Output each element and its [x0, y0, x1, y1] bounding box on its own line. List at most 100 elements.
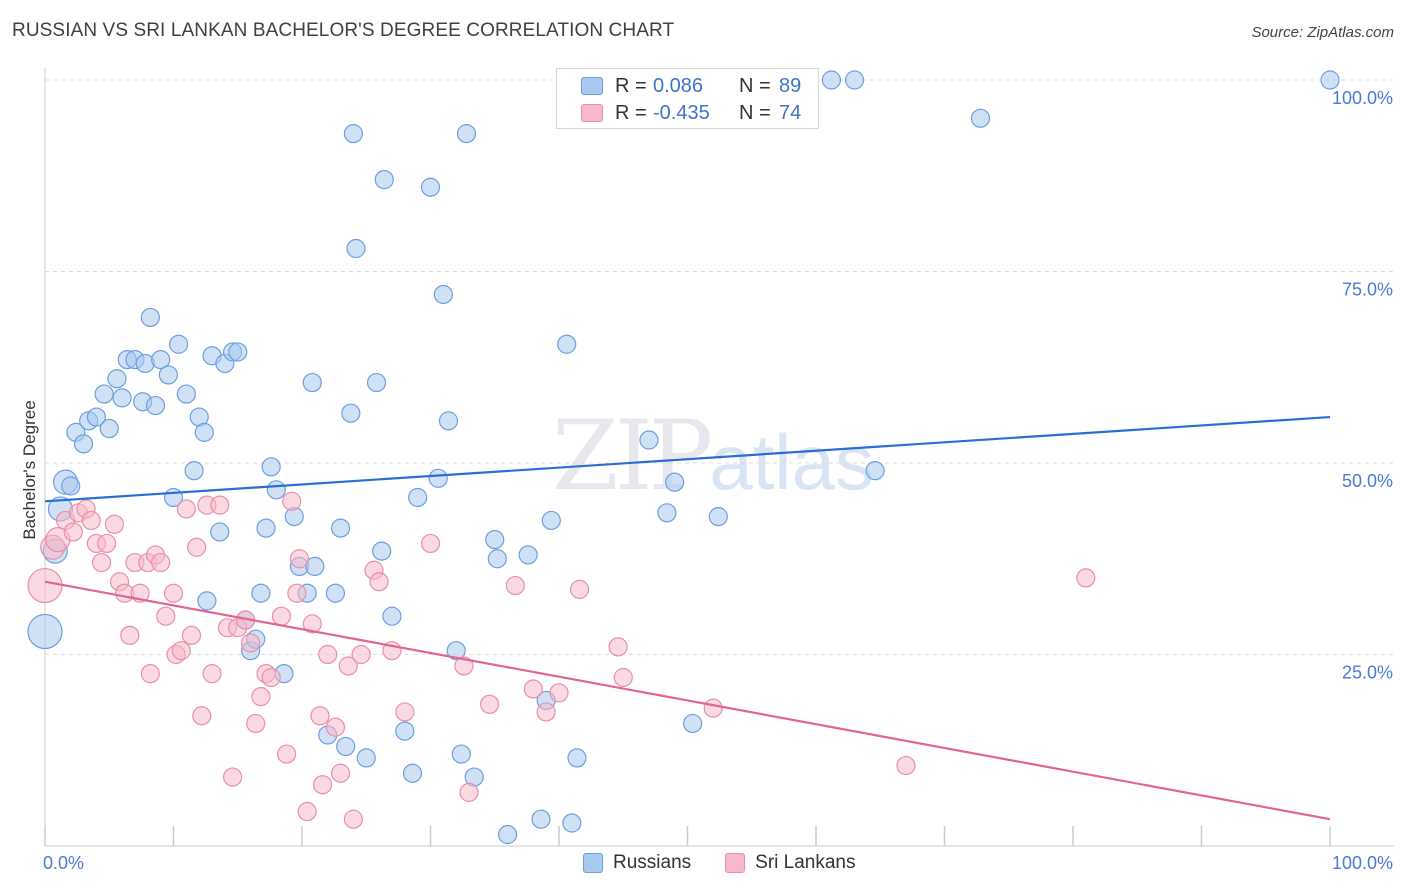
legend-label: Russians — [613, 852, 692, 873]
russian-point — [562, 813, 582, 833]
chart-title: RUSSIAN VS SRI LANKAN BACHELOR'S DEGREE … — [12, 20, 675, 41]
russian-point — [665, 472, 685, 492]
russian-point — [251, 583, 271, 603]
blue-swatch-icon — [581, 77, 603, 95]
russian-point — [305, 556, 325, 577]
sri-lankan-point — [27, 567, 63, 604]
russian-point — [194, 422, 214, 442]
sri-lankan-point — [289, 549, 310, 569]
n-value: 74 — [779, 101, 802, 124]
russian-point — [228, 342, 248, 362]
russian-trend-line — [44, 415, 1331, 503]
sri-lankan-point — [223, 767, 243, 787]
sri-lankan-point — [318, 644, 338, 665]
sri-lankan-point — [63, 522, 83, 542]
russian-point — [446, 641, 466, 661]
russian-point — [343, 124, 363, 144]
russian-point — [485, 529, 505, 550]
watermark-zip: ZIP — [552, 400, 713, 512]
sri-lankan-point — [613, 667, 633, 688]
russian-point — [107, 369, 127, 389]
russian-point — [498, 824, 518, 845]
russian-point — [266, 480, 286, 500]
russian-point — [487, 549, 507, 569]
sri-lankan-point — [338, 656, 358, 676]
sri-lankan-point — [351, 644, 371, 665]
trend-lines — [44, 415, 1331, 821]
sri-lankan-point — [163, 583, 184, 603]
y-tick-label: 25.0% — [1342, 663, 1393, 683]
r-label: R = — [615, 74, 647, 97]
grid-lines — [45, 79, 1394, 655]
sri-lankan-point — [480, 694, 500, 714]
sri-lankan-point — [91, 552, 112, 573]
sri-lankan-point — [896, 755, 916, 776]
russian-point — [420, 177, 441, 197]
n-label: N = — [739, 101, 771, 124]
russian-point — [336, 736, 356, 757]
series-legend: Russians Sri Lankans — [583, 852, 890, 874]
sri-lankan-point — [343, 809, 363, 829]
sri-lankan-point — [302, 614, 322, 634]
russian-point — [395, 721, 415, 741]
y-tick-label: 100.0% — [1332, 88, 1393, 108]
blue-swatch-icon — [583, 853, 603, 873]
sri-lankan-point — [569, 579, 590, 599]
sri-lankan-point — [140, 664, 160, 684]
russian-point — [61, 476, 81, 496]
sri-lankan-point — [459, 782, 479, 802]
russian-point — [541, 510, 561, 531]
russian-point — [865, 461, 885, 481]
sri-lankan-point — [171, 641, 191, 661]
sri-lankan-point — [287, 583, 307, 603]
n-value: 89 — [779, 74, 802, 97]
sri-lankan-trend-line — [44, 580, 1331, 821]
russian-point — [433, 284, 453, 305]
russian-point — [683, 713, 703, 734]
sri-lankan-point — [523, 679, 543, 699]
russian-point — [325, 583, 346, 603]
sri-lankan-point — [81, 510, 101, 531]
russian-point — [1320, 70, 1340, 90]
sri-lankan-point — [310, 706, 330, 726]
russian-point — [970, 108, 991, 128]
sri-lankan-point — [241, 633, 261, 653]
sri-lankan-point — [181, 625, 202, 645]
legend-item-russians: Russians — [583, 852, 691, 874]
sri-lankan-point — [246, 713, 266, 734]
sri-lankan-point — [104, 514, 124, 534]
y-tick-label: 75.0% — [1342, 280, 1393, 300]
russian-point — [169, 334, 189, 354]
sri-lankan-point — [1076, 568, 1096, 588]
sri-lankan-point — [151, 552, 171, 573]
russian-point — [261, 457, 281, 477]
x-tick-label: 100.0% — [1332, 853, 1393, 873]
russian-point — [557, 334, 577, 354]
legend-row-sri-lankans: R = -0.435 N = 74 — [557, 100, 801, 126]
russian-point — [151, 349, 171, 370]
sri-lankan-point — [536, 702, 556, 722]
n-label: N = — [739, 74, 771, 97]
legend-row-russians: R = 0.086 N = 89 — [557, 73, 801, 99]
sri-lankan-point — [187, 537, 207, 557]
sri-lankan-point — [703, 698, 723, 718]
russian-point — [145, 395, 166, 416]
russian-point — [366, 372, 387, 393]
tick-labels: 25.0% 50.0% 75.0% 100.0% 0.0% 100.0% — [43, 88, 1393, 873]
russian-point — [531, 809, 551, 829]
r-value: 0.086 — [653, 74, 704, 97]
data-points — [27, 70, 1340, 845]
pink-swatch-icon — [725, 853, 746, 873]
sri-lankan-point — [156, 606, 176, 626]
sri-lankan-point — [202, 664, 222, 684]
russian-point — [158, 365, 178, 385]
sri-lankan-point — [210, 495, 230, 515]
russian-point — [567, 748, 587, 768]
sri-lankan-point — [282, 491, 302, 511]
sri-lankan-point — [176, 499, 196, 519]
russian-point — [372, 541, 392, 561]
correlation-legend: R = 0.086 N = 89 R = -0.435 N = 74 — [556, 68, 819, 129]
russian-point — [356, 748, 376, 768]
y-tick-label: 50.0% — [1342, 471, 1393, 491]
